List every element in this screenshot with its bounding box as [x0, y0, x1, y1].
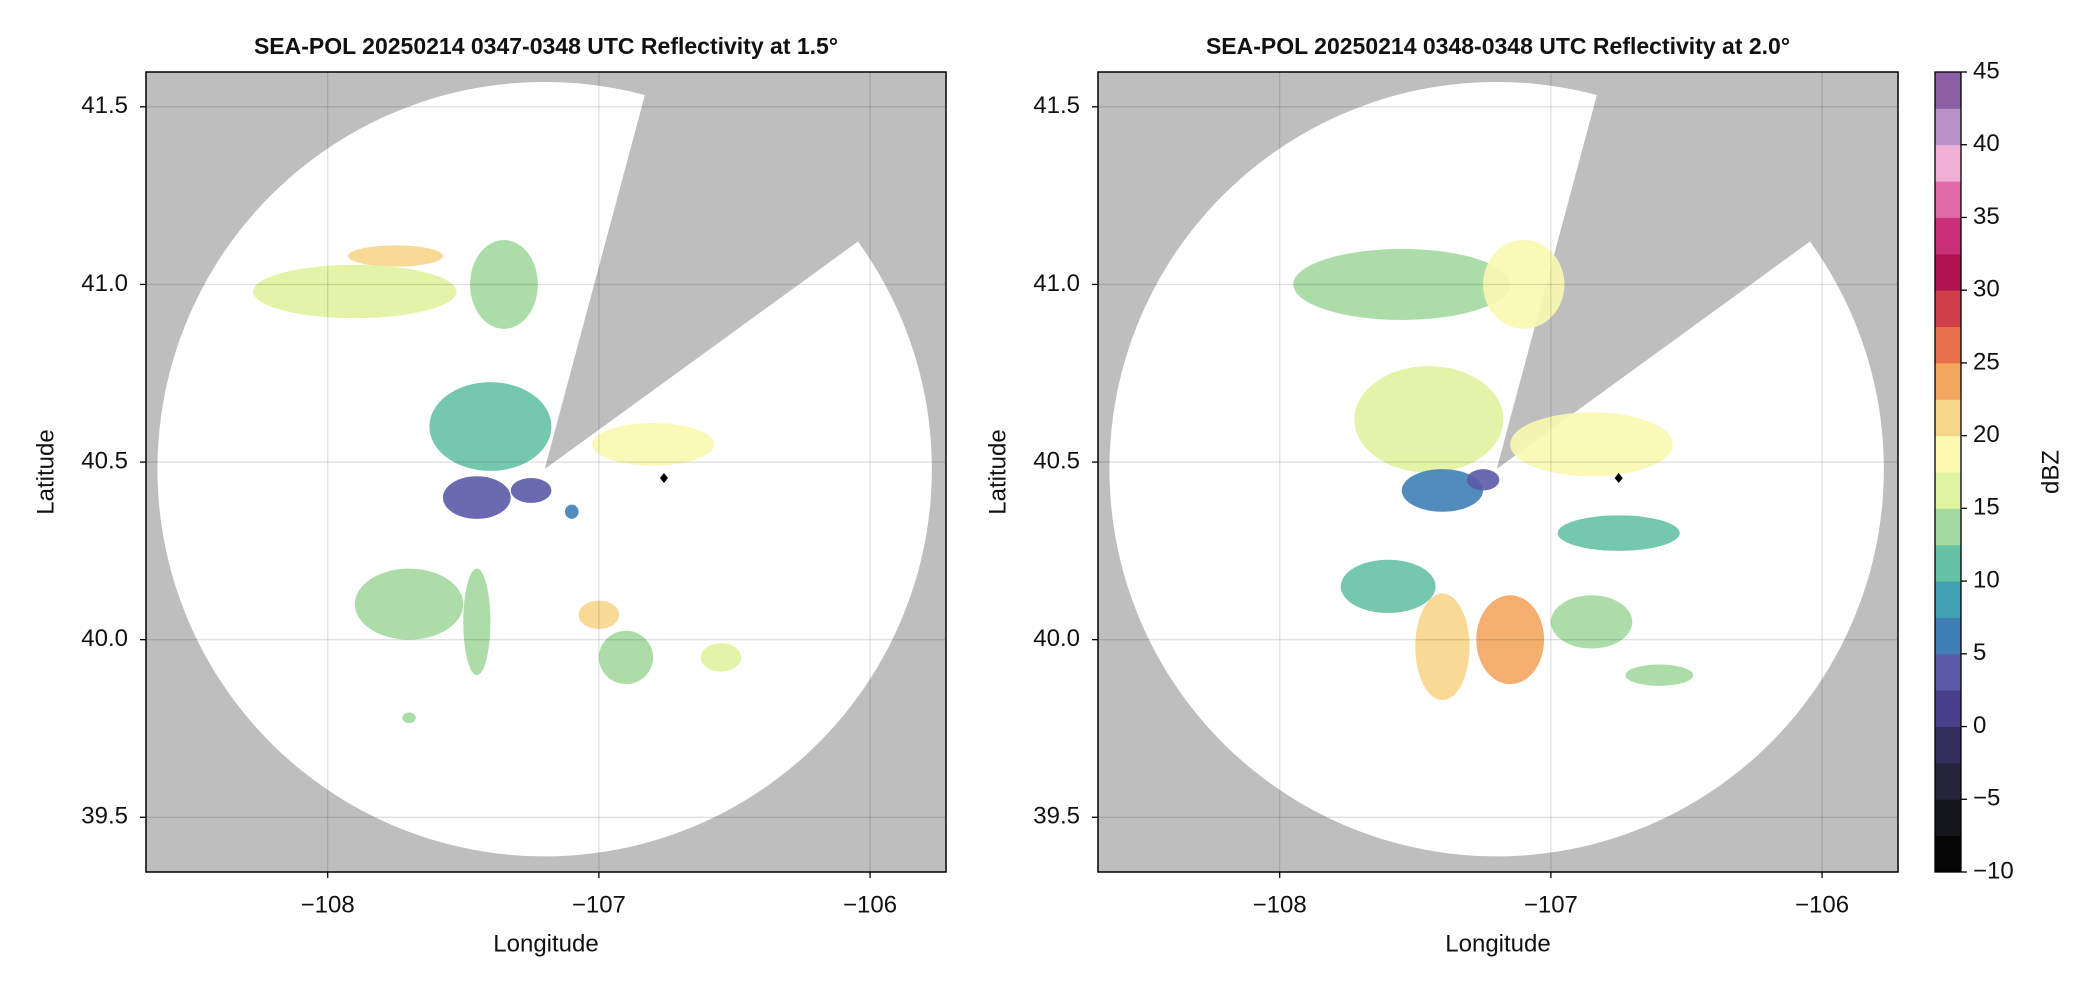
colorbar-tick-label: 30 — [1973, 276, 2000, 303]
echo-cell — [598, 630, 654, 685]
colorbar-bin — [1935, 617, 1961, 655]
y-tick-label: 40.5 — [1033, 447, 1080, 474]
x-tick-label: −106 — [843, 891, 897, 918]
x-tick-label: −107 — [1524, 891, 1578, 918]
colorbar-bin — [1935, 108, 1961, 146]
colorbar-bin — [1935, 181, 1961, 218]
colorbar-tick-label: −10 — [1973, 857, 2014, 884]
echo-cell — [510, 478, 552, 503]
y-tick-label: 40.0 — [1033, 625, 1080, 652]
chart-title: SEA-POL 20250214 0347-0348 UTC Reflectiv… — [254, 33, 838, 59]
colorbar-bin — [1935, 581, 1961, 618]
x-axis-label: Longitude — [493, 930, 598, 957]
plot-frame — [145, 71, 947, 873]
colorbar-tick-label: 25 — [1973, 348, 2000, 375]
plot-frame — [1097, 71, 1899, 873]
colorbar-tick-label: 5 — [1973, 639, 1986, 666]
colorbar-bin — [1935, 726, 1961, 764]
echo-cell — [463, 568, 491, 676]
colorbar-tick-label: −5 — [1973, 785, 2000, 812]
chart-title: SEA-POL 20250214 0348-0348 UTC Reflectiv… — [1206, 33, 1790, 59]
echo-cell — [1415, 593, 1470, 701]
echo-cell — [1354, 366, 1504, 473]
colorbar-bin — [1935, 690, 1961, 728]
echo-cell — [1466, 469, 1500, 491]
x-tick-label: −108 — [301, 891, 355, 918]
colorbar-bin — [1935, 544, 1961, 582]
colorbar-bin — [1935, 72, 1961, 109]
echo-cell — [470, 240, 538, 329]
x-tick-label: −106 — [1795, 891, 1849, 918]
echo-cell — [429, 382, 552, 471]
y-tick-label: 39.5 — [1033, 803, 1080, 830]
echo-cell — [1557, 515, 1680, 551]
echo-cell — [1550, 595, 1633, 649]
echo-cell — [1401, 469, 1484, 512]
x-tick-label: −108 — [1253, 891, 1307, 918]
colorbar-tick-label: 40 — [1973, 130, 2000, 157]
echo-cell — [592, 422, 715, 466]
y-axis-label: Latitude — [32, 429, 59, 514]
echo-cell — [442, 476, 511, 519]
colorbar-bin — [1935, 653, 1961, 691]
colorbar-bin — [1935, 399, 1961, 437]
echo-cell — [402, 712, 416, 724]
echo-cell — [1483, 240, 1565, 329]
radar-marker — [659, 473, 668, 484]
echo-cell — [578, 600, 620, 630]
echo-cell — [348, 245, 443, 267]
y-tick-label: 41.5 — [1033, 92, 1080, 119]
echo-cell — [354, 568, 464, 640]
echo-cell — [564, 504, 579, 519]
echo-cell — [700, 643, 742, 672]
colorbar-bin — [1935, 835, 1961, 873]
radar-marker — [1614, 473, 1623, 484]
colorbar-bin — [1935, 508, 1961, 546]
colorbar-tick-label: 10 — [1973, 566, 2000, 593]
colorbar-bin — [1935, 217, 1961, 255]
y-tick-label: 40.5 — [81, 447, 128, 474]
colorbar-tick-label: 20 — [1973, 421, 2000, 448]
colorbar-tick-label: 0 — [1973, 712, 1986, 739]
colorbar-bin — [1935, 435, 1961, 473]
colorbar-bin — [1935, 253, 1961, 291]
y-tick-label: 41.5 — [81, 92, 128, 119]
y-tick-label: 39.5 — [81, 803, 128, 830]
colorbar-frame — [1934, 71, 1962, 873]
colorbar-bin — [1935, 326, 1961, 364]
colorbar-bin — [1935, 362, 1961, 400]
echo-cell — [1293, 248, 1511, 320]
colorbar-label: dBZ — [2037, 450, 2064, 494]
colorbar-tick-label: 35 — [1973, 203, 2000, 230]
x-axis-label: Longitude — [1445, 930, 1550, 957]
colorbar-bin — [1935, 799, 1961, 837]
echo-cell — [1625, 664, 1694, 686]
colorbar-bin — [1935, 144, 1961, 182]
echo-cell — [1340, 559, 1436, 614]
x-tick-label: −107 — [572, 891, 626, 918]
echo-cell — [1510, 412, 1673, 477]
echo-cell — [1476, 595, 1545, 685]
colorbar-tick-label: 45 — [1973, 57, 2000, 84]
colorbar-bin — [1935, 472, 1961, 509]
y-tick-label: 41.0 — [81, 270, 128, 297]
colorbar-tick-label: 15 — [1973, 494, 2000, 521]
colorbar-bin — [1935, 762, 1961, 800]
y-axis-label: Latitude — [984, 429, 1011, 514]
y-tick-label: 41.0 — [1033, 270, 1080, 297]
colorbar-bin — [1935, 290, 1961, 328]
echo-cell — [253, 264, 457, 319]
y-tick-label: 40.0 — [81, 625, 128, 652]
